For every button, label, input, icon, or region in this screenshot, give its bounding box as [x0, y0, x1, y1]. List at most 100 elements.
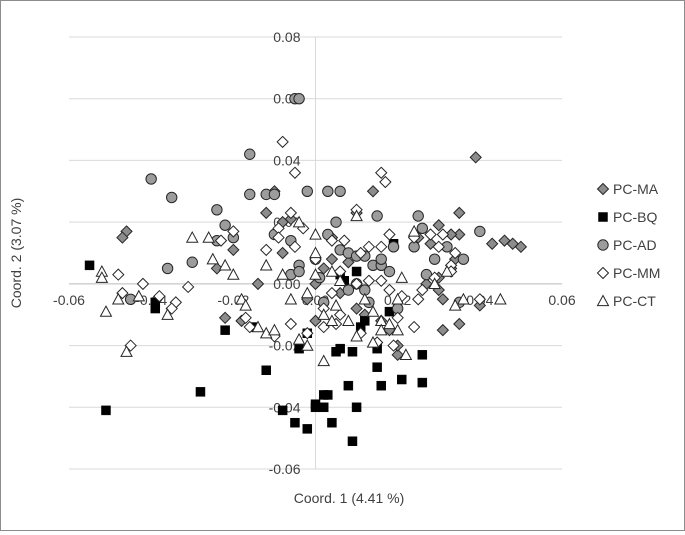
data-point — [383, 265, 396, 278]
legend-item-pc-ad: PC-AD — [597, 237, 657, 253]
data-point — [417, 350, 428, 360]
data-point — [358, 292, 372, 305]
data-point — [301, 185, 313, 197]
data-point — [432, 219, 445, 232]
data-point — [227, 243, 240, 257]
legend-marker — [598, 212, 608, 222]
data-point — [243, 320, 256, 334]
data-point — [448, 298, 462, 311]
data-point — [325, 314, 339, 327]
data-point — [351, 402, 362, 413]
data-point — [329, 298, 343, 311]
data-point — [335, 343, 345, 354]
data-point — [327, 417, 337, 428]
data-point — [202, 231, 216, 243]
data-point — [343, 380, 354, 391]
data-point — [371, 210, 383, 222]
data-point — [354, 246, 367, 260]
data-point — [136, 277, 150, 291]
data-point — [116, 231, 129, 244]
x-tick-label: 0.06 — [548, 292, 575, 308]
data-point — [309, 246, 322, 259]
data-point — [374, 323, 388, 336]
legend-item-pc-ma: PC-MA — [596, 181, 659, 197]
data-point — [376, 380, 386, 391]
data-point — [473, 293, 487, 306]
data-point — [259, 206, 273, 220]
legend-label: PC-AD — [613, 237, 657, 253]
data-point — [474, 225, 486, 238]
data-point — [350, 302, 363, 315]
data-point — [453, 206, 466, 220]
data-point — [219, 219, 231, 231]
data-point — [342, 256, 355, 269]
data-point — [333, 274, 347, 286]
data-point — [325, 234, 339, 247]
data-point — [383, 317, 396, 330]
data-point — [375, 274, 388, 287]
data-point — [276, 135, 289, 149]
data-point — [227, 225, 240, 238]
data-point — [210, 262, 224, 275]
data-point — [485, 237, 499, 250]
data-point — [161, 308, 174, 320]
data-point — [366, 335, 380, 348]
data-point — [333, 308, 347, 321]
data-point — [239, 298, 252, 311]
data-point — [350, 209, 363, 222]
data-point — [440, 264, 454, 277]
data-point — [288, 166, 302, 179]
y-tick-label: -0.06 — [269, 461, 301, 477]
data-point — [342, 314, 355, 327]
data-point — [251, 277, 265, 291]
data-point — [453, 317, 466, 331]
data-point — [342, 284, 355, 296]
x-tick-label: -0.06 — [53, 292, 85, 308]
data-point — [293, 93, 305, 105]
data-point — [132, 289, 146, 302]
data-point — [161, 262, 174, 275]
data-point — [220, 325, 230, 335]
data-point — [284, 206, 298, 220]
series-pc-ct — [95, 209, 507, 367]
data-point — [436, 323, 450, 337]
data-point — [259, 326, 273, 339]
legend-item-pc-bq: PC-BQ — [598, 209, 657, 225]
data-point — [391, 323, 405, 336]
data-point — [432, 240, 445, 254]
data-point — [301, 327, 314, 340]
data-point — [300, 286, 314, 299]
data-point — [362, 240, 376, 254]
data-point — [284, 292, 298, 305]
data-point — [195, 387, 206, 397]
data-point — [387, 339, 400, 352]
data-point — [277, 405, 288, 416]
data-point — [272, 231, 285, 244]
data-point — [375, 166, 388, 179]
y-tick-label: 0.00 — [273, 276, 300, 292]
data-point — [259, 258, 273, 271]
y-tick-label: -0.02 — [269, 338, 301, 354]
y-axis-label: Coord. 2 (3.07 %) — [8, 198, 24, 309]
data-point — [120, 345, 133, 357]
data-point — [383, 283, 396, 297]
data-point — [350, 277, 363, 291]
data-point — [111, 292, 125, 305]
data-point — [351, 266, 362, 277]
data-point — [366, 305, 380, 317]
data-point — [444, 228, 458, 241]
data-point — [391, 348, 404, 362]
legend-marker — [596, 294, 610, 307]
data-point — [469, 151, 482, 164]
data-point — [235, 292, 248, 305]
data-point — [424, 228, 437, 241]
data-point — [375, 240, 388, 254]
data-point — [436, 293, 450, 306]
data-point — [300, 339, 314, 351]
data-point — [186, 256, 198, 268]
data-point — [360, 316, 370, 326]
data-point — [334, 185, 346, 197]
data-point — [379, 175, 392, 189]
